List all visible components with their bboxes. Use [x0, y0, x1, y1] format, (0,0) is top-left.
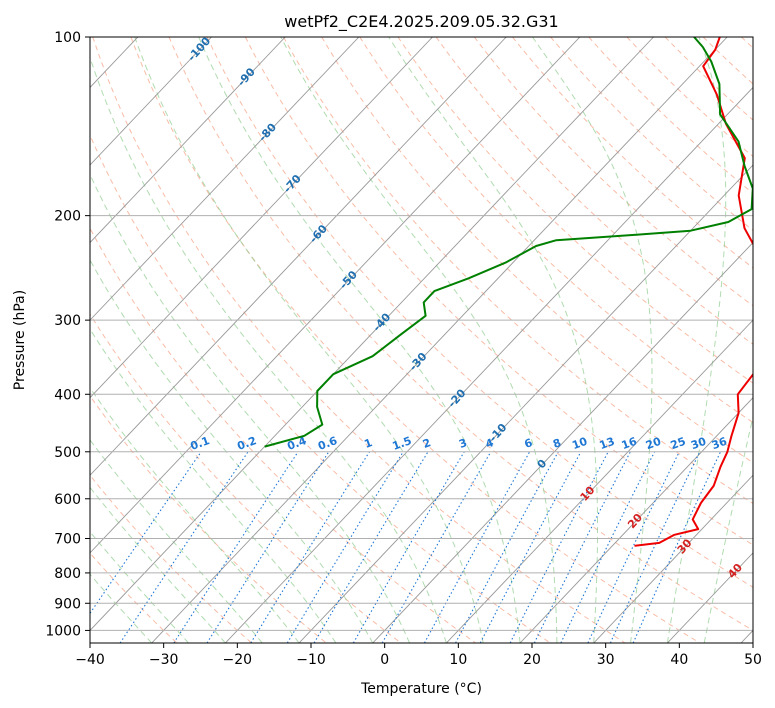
isotherm — [298, 164, 753, 643]
isotherm — [90, 37, 360, 321]
mixing-ratio-label: 1.5 — [391, 434, 414, 453]
mixing-ratio-label: 4 — [484, 436, 496, 451]
isotherm — [90, 37, 507, 476]
moist-adiabat — [90, 328, 337, 643]
x-axis: −40 −30 −20 −10 0 10 20 30 40 50 — [75, 643, 762, 668]
mixing-ratio-line — [424, 451, 531, 643]
mixing-ratio-line — [206, 451, 330, 643]
mixing-ratio-line — [286, 451, 404, 643]
mixing-ratio-label: 13 — [598, 435, 617, 452]
background-lines — [90, 37, 753, 643]
moist-adiabat — [388, 37, 598, 643]
y-axis-label: Pressure (hPa) — [12, 290, 28, 390]
mixing-ratio-label: 30 — [689, 435, 708, 453]
isotherm — [593, 474, 753, 643]
mixing-ratio-line — [455, 451, 559, 643]
dry-adiabat — [512, 37, 753, 269]
dry-adiabat — [321, 37, 753, 464]
mixing-ratio-labels: 0.1 0.2 0.4 0.6 1 1.5 2 3 4 6 8 10 13 16 20 25 30 36 — [189, 434, 729, 453]
mixing-ratio-label: 10 — [570, 435, 589, 453]
moist-adiabat — [134, 37, 484, 643]
mixing-ratio-line — [560, 451, 656, 643]
moist-adiabat — [90, 259, 374, 643]
x-tick-label: 20 — [523, 652, 541, 668]
mixing-ratio-line — [119, 451, 249, 643]
y-tick-label: 800 — [54, 566, 81, 582]
y-tick-label: 600 — [54, 492, 81, 508]
moist-adiabat — [90, 439, 263, 643]
moist-adiabat — [198, 37, 521, 643]
isotherm — [225, 86, 753, 643]
x-tick-label: −20 — [223, 652, 253, 668]
dry-adiabat — [626, 37, 753, 158]
mixing-ratio-line — [533, 451, 631, 643]
dry-adiabat — [90, 474, 252, 643]
isotherm — [372, 241, 753, 643]
isotherm — [90, 37, 433, 399]
dry-adiabat — [283, 37, 753, 505]
y-tick-label: 400 — [54, 387, 81, 403]
dry-adiabat — [244, 37, 753, 546]
mixing-ratio-line — [173, 451, 299, 643]
moist-adiabat — [90, 55, 447, 643]
dry-adiabat — [90, 227, 476, 643]
isotherm — [90, 37, 654, 632]
dry-adiabat — [168, 37, 753, 631]
x-tick-label: 30 — [597, 652, 615, 668]
x-tick-label: 40 — [670, 652, 688, 668]
mixing-ratio-label: 6 — [523, 436, 535, 451]
plot-frame — [89, 36, 754, 644]
y-tick-label: 100 — [54, 30, 81, 46]
mixing-ratio-label: 25 — [669, 435, 688, 452]
isotherm — [90, 37, 286, 244]
moist-adiabat — [90, 173, 411, 643]
x-tick-label: 0 — [380, 652, 389, 668]
mixing-ratio-line — [479, 451, 582, 643]
isotherm — [519, 397, 753, 643]
mixing-ratio-label: 8 — [551, 436, 563, 451]
y-tick-label: 200 — [54, 209, 81, 225]
isotherm — [446, 319, 753, 643]
mixing-ratio-label: 0.1 — [189, 434, 212, 453]
mixing-ratio-label: 20 — [644, 435, 663, 453]
isotherm — [90, 37, 212, 166]
mixing-ratio-label: 16 — [620, 435, 639, 453]
mixing-ratio-label: 0.6 — [316, 434, 339, 453]
mixing-ratio-label: 36 — [710, 435, 729, 453]
dry-adiabat — [397, 37, 753, 384]
moist-adiabat — [532, 37, 653, 643]
y-tick-label: 900 — [54, 596, 81, 612]
dry-adiabat — [359, 37, 753, 424]
moist-adiabat — [703, 414, 753, 643]
y-axis: 100 200 300 400 500 600 700 800 900 1000 — [45, 30, 90, 639]
isotherm — [151, 37, 728, 643]
dry-adiabat — [130, 37, 701, 643]
dry-adiabat — [435, 37, 753, 345]
chart-title: wetPf2_C2E4.2025.209.05.32.G31 — [284, 12, 558, 32]
sounding-profiles — [264, 37, 753, 547]
y-tick-label: 500 — [54, 445, 81, 461]
mixing-ratio-label: 3 — [457, 436, 469, 451]
x-tick-label: 50 — [744, 652, 762, 668]
x-tick-label: −10 — [296, 652, 326, 668]
mixing-ratio-label: 0.2 — [235, 434, 258, 453]
x-tick-label: 10 — [449, 652, 467, 668]
dry-adiabat — [90, 133, 551, 643]
dry-adiabat — [92, 37, 626, 643]
moist-adiabat — [666, 37, 727, 643]
mixing-ratio-label: 2 — [421, 436, 433, 451]
y-tick-label: 300 — [54, 313, 81, 329]
x-axis-label: Temperature (°C) — [360, 681, 482, 697]
dewpoint-profile — [264, 37, 753, 448]
y-tick-label: 1000 — [45, 623, 81, 639]
dry-adiabat — [550, 37, 753, 232]
moist-adiabat — [280, 37, 558, 643]
x-tick-label: −30 — [149, 652, 179, 668]
mixing-ratio-label: 1 — [362, 436, 374, 451]
dry-adiabat — [90, 313, 402, 643]
isotherm — [90, 37, 581, 554]
x-tick-label: −40 — [75, 652, 105, 668]
y-tick-label: 700 — [54, 532, 81, 548]
